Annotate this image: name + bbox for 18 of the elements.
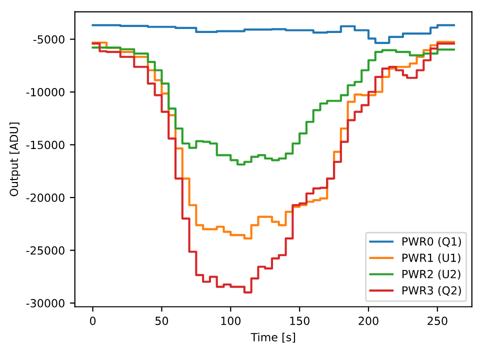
legend-label: PWR2 (U2) [402, 270, 460, 280]
y-axis-title: Output [ADU] [9, 122, 20, 196]
y-tick-label: -30000 [26, 299, 64, 308]
legend-label: PWR3 (Q2) [402, 286, 461, 296]
y-tick-label: -5000 [33, 35, 64, 44]
x-tick-label: 0 [90, 316, 96, 326]
x-tick-label: 50 [156, 316, 168, 326]
x-tick-label: 100 [221, 316, 241, 326]
x-axis-title: Time [s] [250, 332, 296, 343]
legend-label: PWR1 (U1) [402, 253, 460, 264]
x-tick-label: 200 [358, 316, 378, 326]
x-tick-label: 250 [428, 316, 448, 326]
legend-label: PWR0 (Q1) [402, 237, 461, 247]
y-tick-label: -20000 [26, 194, 64, 202]
y-tick-label: -25000 [26, 246, 64, 255]
y-tick-label: -15000 [26, 140, 64, 150]
y-tick-label: -10000 [26, 88, 64, 96]
x-tick-label: 150 [290, 316, 310, 326]
